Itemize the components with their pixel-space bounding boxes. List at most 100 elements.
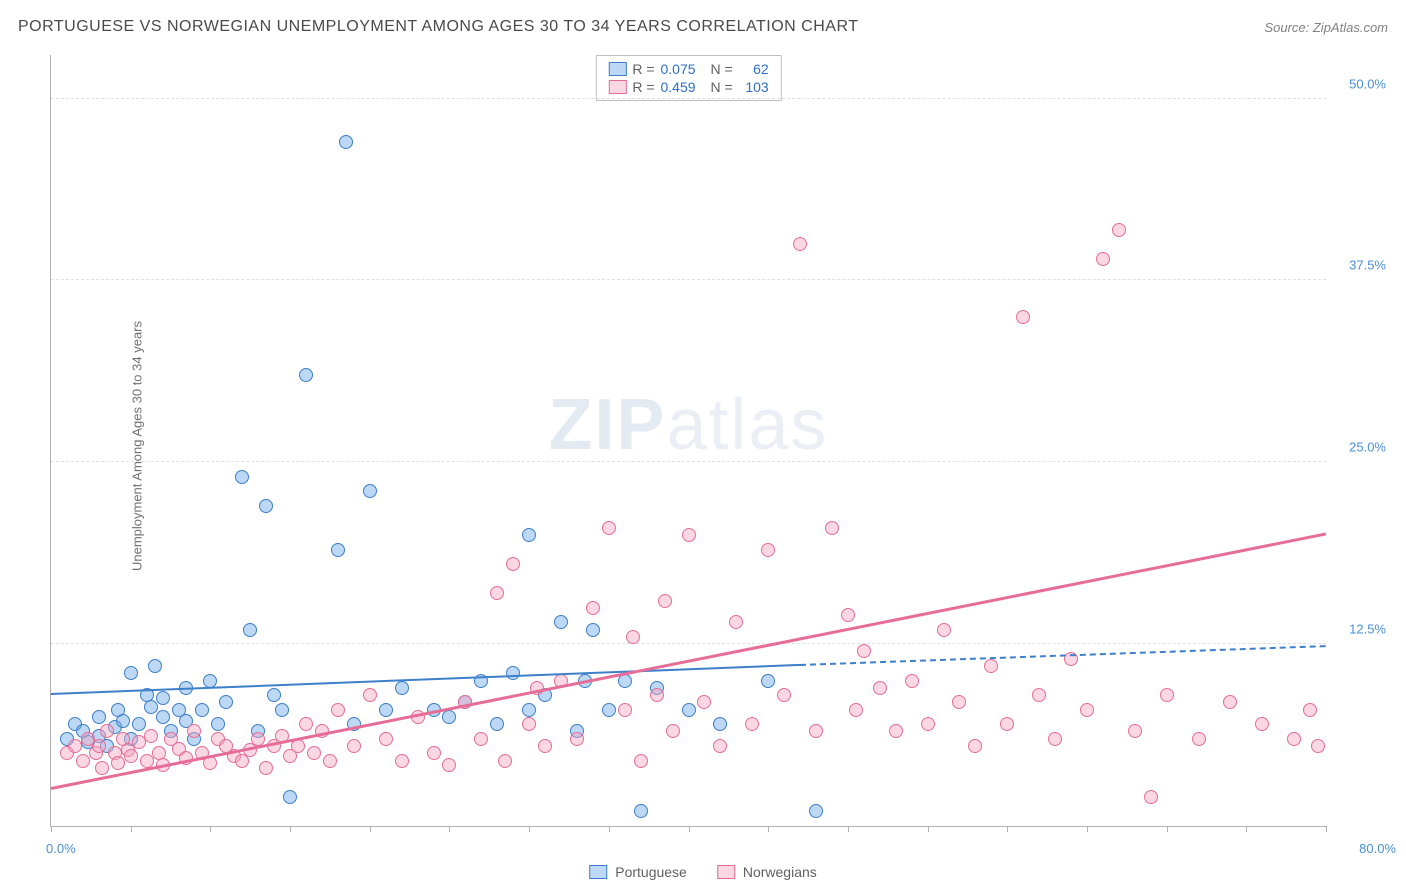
- x-tick: [689, 826, 690, 832]
- data-point: [1192, 732, 1206, 746]
- data-point: [219, 695, 233, 709]
- x-tick: [449, 826, 450, 832]
- stats-legend-box: R =0.075N =62R =0.459N =103: [595, 55, 781, 101]
- data-point: [1080, 703, 1094, 717]
- data-point: [650, 688, 664, 702]
- data-point: [395, 681, 409, 695]
- x-tick: [768, 826, 769, 832]
- data-point: [95, 761, 109, 775]
- x-tick: [1246, 826, 1247, 832]
- data-point: [211, 717, 225, 731]
- data-point: [156, 691, 170, 705]
- chart-title: PORTUGUESE VS NORWEGIAN UNEMPLOYMENT AMO…: [18, 18, 859, 36]
- data-point: [761, 543, 775, 557]
- data-point: [92, 739, 106, 753]
- legend-swatch: [589, 865, 607, 879]
- data-point: [889, 724, 903, 738]
- x-tick: [609, 826, 610, 832]
- data-point: [634, 804, 648, 818]
- data-point: [111, 756, 125, 770]
- y-tick-label: 25.0%: [1349, 440, 1386, 455]
- data-point: [745, 717, 759, 731]
- stat-n-value: 62: [739, 61, 769, 77]
- data-point: [363, 484, 377, 498]
- data-point: [921, 717, 935, 731]
- legend-label: Norwegians: [743, 864, 817, 880]
- data-point: [156, 710, 170, 724]
- data-point: [259, 499, 273, 513]
- trend-line: [51, 533, 1326, 790]
- x-tick: [1087, 826, 1088, 832]
- data-point: [1112, 223, 1126, 237]
- data-point: [323, 754, 337, 768]
- legend-item: Norwegians: [717, 864, 817, 880]
- data-point: [1160, 688, 1174, 702]
- x-tick: [848, 826, 849, 832]
- data-point: [363, 688, 377, 702]
- data-point: [618, 703, 632, 717]
- data-point: [275, 703, 289, 717]
- data-point: [586, 623, 600, 637]
- data-point: [307, 746, 321, 760]
- data-point: [235, 470, 249, 484]
- data-point: [243, 623, 257, 637]
- legend-swatch: [608, 62, 626, 76]
- data-point: [148, 659, 162, 673]
- data-point: [490, 586, 504, 600]
- x-axis-min-label: 0.0%: [46, 841, 76, 856]
- data-point: [825, 521, 839, 535]
- data-point: [1016, 310, 1030, 324]
- x-tick: [1007, 826, 1008, 832]
- data-point: [522, 717, 536, 731]
- x-tick: [1326, 826, 1327, 832]
- data-point: [777, 688, 791, 702]
- legend-label: Portuguese: [615, 864, 687, 880]
- stats-row: R =0.075N =62: [608, 60, 768, 78]
- data-point: [506, 666, 520, 680]
- stat-n-value: 103: [739, 79, 769, 95]
- stat-label: N =: [711, 61, 733, 77]
- data-point: [682, 528, 696, 542]
- stat-r-value: 0.075: [661, 61, 705, 77]
- stat-label: N =: [711, 79, 733, 95]
- stats-row: R =0.459N =103: [608, 78, 768, 96]
- series-legend: Portuguese Norwegians: [589, 864, 817, 880]
- data-point: [195, 703, 209, 717]
- data-point: [1287, 732, 1301, 746]
- data-point: [490, 717, 504, 731]
- data-point: [299, 368, 313, 382]
- data-point: [1096, 252, 1110, 266]
- data-point: [124, 749, 138, 763]
- data-point: [937, 623, 951, 637]
- data-point: [1144, 790, 1158, 804]
- grid-line: [51, 461, 1326, 462]
- data-point: [849, 703, 863, 717]
- data-point: [1128, 724, 1142, 738]
- data-point: [267, 688, 281, 702]
- data-point: [283, 790, 297, 804]
- data-point: [132, 717, 146, 731]
- data-point: [905, 674, 919, 688]
- legend-swatch: [608, 80, 626, 94]
- y-tick-label: 37.5%: [1349, 258, 1386, 273]
- data-point: [331, 703, 345, 717]
- data-point: [1223, 695, 1237, 709]
- data-point: [713, 717, 727, 731]
- data-point: [395, 754, 409, 768]
- x-tick: [529, 826, 530, 832]
- data-point: [761, 674, 775, 688]
- data-point: [809, 804, 823, 818]
- x-tick: [210, 826, 211, 832]
- data-point: [339, 135, 353, 149]
- data-point: [586, 601, 600, 615]
- data-point: [442, 710, 456, 724]
- data-point: [682, 703, 696, 717]
- data-point: [538, 739, 552, 753]
- x-tick: [131, 826, 132, 832]
- legend-item: Portuguese: [589, 864, 687, 880]
- data-point: [873, 681, 887, 695]
- data-point: [634, 754, 648, 768]
- data-point: [809, 724, 823, 738]
- data-point: [841, 608, 855, 622]
- data-point: [522, 528, 536, 542]
